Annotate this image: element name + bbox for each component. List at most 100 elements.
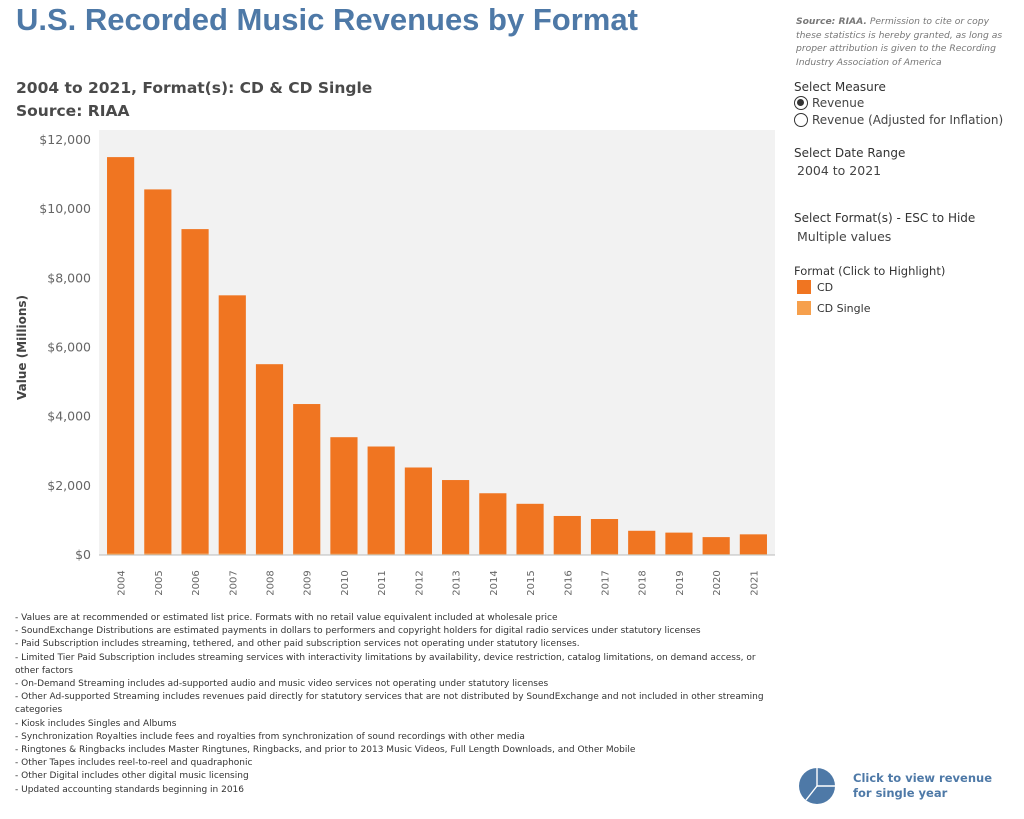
y-tick-label: $2,000 [47, 478, 91, 493]
bar-cd-single [479, 553, 507, 555]
plot-background [99, 130, 775, 555]
bar-chart: $0 $2,000 $4,000 $6,000 $8,000 $10,000 $12,000… [15, 130, 775, 595]
footnote-item: - Limited Tier Paid Subscription include… [15, 652, 756, 676]
format-dropdown[interactable]: Multiple values [797, 229, 892, 244]
x-tick-label: 2016 [563, 570, 574, 595]
x-tick-label: 2015 [526, 570, 537, 595]
footnote-item: - Other Ad-supported Streaming includes … [15, 692, 764, 716]
bar-cd [516, 503, 544, 554]
legend-label: CD [817, 280, 834, 294]
bar-cd-single [107, 553, 135, 555]
bar-cd [367, 446, 395, 554]
bar-cd [665, 532, 693, 554]
subtitle-source: Source: RIAA [16, 102, 130, 120]
bar-cd [181, 229, 209, 554]
y-tick-label: $12,000 [39, 132, 91, 147]
subtitle-range: 2004 to 2021, Format(s): CD & CD Single [16, 79, 373, 97]
x-tick-label: 2012 [414, 570, 425, 595]
bar-cd [144, 189, 172, 554]
bar-cd-single [255, 553, 284, 555]
bar-cd-single [293, 553, 321, 555]
footnote-item: - Other Digital includes other digital m… [15, 771, 249, 782]
x-tick-label: 2019 [675, 570, 686, 595]
radio-unselected-icon[interactable] [794, 113, 808, 127]
bar-cd [218, 295, 246, 554]
bar-cd-single [218, 553, 246, 555]
footnote-item: - On-Demand Streaming includes ad-suppor… [15, 679, 549, 690]
bar-cd-single [404, 553, 432, 555]
x-tick-label: 2008 [266, 570, 277, 595]
bar-cd-single [144, 553, 172, 555]
footnote-item: - Paid Subscription includes streaming, … [15, 639, 580, 650]
bar-cd-single [553, 553, 581, 555]
measure-option-revenue[interactable]: Revenue [794, 96, 864, 110]
x-tick-label: 2018 [638, 570, 649, 595]
single-year-link[interactable]: Click to view revenue for single year [797, 766, 993, 806]
x-tick-label: 2011 [377, 570, 388, 595]
x-tick-label: 2004 [117, 570, 128, 595]
bar-cd-single [516, 553, 544, 555]
y-tick-label: $6,000 [47, 340, 91, 355]
x-tick-label: 2009 [303, 570, 314, 595]
x-tick-label: 2005 [154, 570, 165, 595]
legend-swatch-cd [797, 280, 811, 294]
measure-option-label: Revenue [812, 96, 865, 110]
bar-cd [739, 534, 767, 554]
bar-cd-single [739, 554, 767, 555]
bar-cd [255, 364, 284, 554]
x-tick-label: 2014 [489, 570, 500, 595]
single-year-link-text[interactable]: Click to view revenue for single year [853, 771, 992, 800]
x-tick-label: 2010 [340, 570, 351, 595]
footnote-item: - Ringtones & Ringbacks includes Master … [15, 745, 636, 756]
x-tick-label: 2006 [191, 570, 202, 595]
legend-item-cd[interactable]: CD [797, 280, 833, 294]
measure-option-inflation[interactable]: Revenue (Adjusted for Inflation) [794, 113, 1003, 127]
bar-cd [628, 530, 656, 554]
bar-cd-single [181, 553, 209, 555]
bar-cd [590, 519, 619, 554]
format-label: Select Format(s) - ESC to Hide [794, 211, 976, 225]
footnote-item: - Updated accounting standards beginning… [15, 784, 244, 795]
bar-cd-single [442, 553, 470, 555]
bar-cd [553, 515, 581, 554]
legend-title: Format (Click to Highlight) [794, 264, 946, 278]
bar-cd [404, 467, 432, 554]
footnote-item: - Other Tapes includes reel-to-reel and … [15, 758, 253, 769]
bar-cd [702, 537, 730, 554]
footnotes: - Values are at recommended or estimated… [15, 612, 775, 797]
source-note-text: Permission to cite or copy these statist… [796, 16, 1003, 68]
bar-cd-single [330, 553, 358, 555]
radio-selected-icon[interactable] [794, 96, 808, 110]
page-title: U.S. Recorded Music Revenues by Format [16, 2, 638, 37]
bar-cd-single [367, 553, 395, 555]
x-tick-label: 2013 [452, 570, 463, 595]
measure-option-label: Revenue (Adjusted for Inflation) [812, 113, 1004, 127]
y-axis-title: Value (Millions) [15, 295, 29, 400]
x-tick-label: 2020 [712, 570, 723, 595]
bar-cd [479, 493, 507, 554]
legend-label: CD Single [817, 301, 871, 315]
y-tick-label: $0 [75, 547, 91, 562]
source-note: Source: RIAA. Permission to cite or copy… [796, 15, 1011, 69]
footnote-item: - Synchronization Royalties include fees… [15, 731, 525, 742]
y-tick-label: $10,000 [39, 201, 91, 216]
footnote-item: - Kiosk includes Singles and Albums [15, 718, 177, 729]
bar-cd-single [702, 554, 730, 555]
bar-cd-single [628, 554, 656, 555]
chart-subtitle: 2004 to 2021, Format(s): CD & CD Single … [16, 77, 372, 123]
bar-cd-single [590, 553, 619, 555]
date-range-dropdown[interactable]: 2004 to 2021 [797, 163, 882, 178]
footnote-item: - SoundExchange Distributions are estima… [15, 626, 701, 637]
pie-chart-icon [799, 768, 835, 804]
source-note-bold: Source: RIAA. [796, 16, 867, 27]
y-tick-label: $8,000 [47, 270, 91, 285]
date-range-label: Select Date Range [794, 146, 906, 160]
bar-cd [442, 480, 470, 554]
x-tick-label: 2021 [749, 570, 760, 595]
legend-swatch-cd-single [797, 301, 811, 315]
y-tick-label: $4,000 [47, 409, 91, 424]
bar-cd [293, 404, 321, 554]
x-tick-label: 2017 [601, 570, 612, 595]
legend-item-cd-single[interactable]: CD Single [797, 301, 870, 315]
bar-cd [330, 437, 358, 554]
